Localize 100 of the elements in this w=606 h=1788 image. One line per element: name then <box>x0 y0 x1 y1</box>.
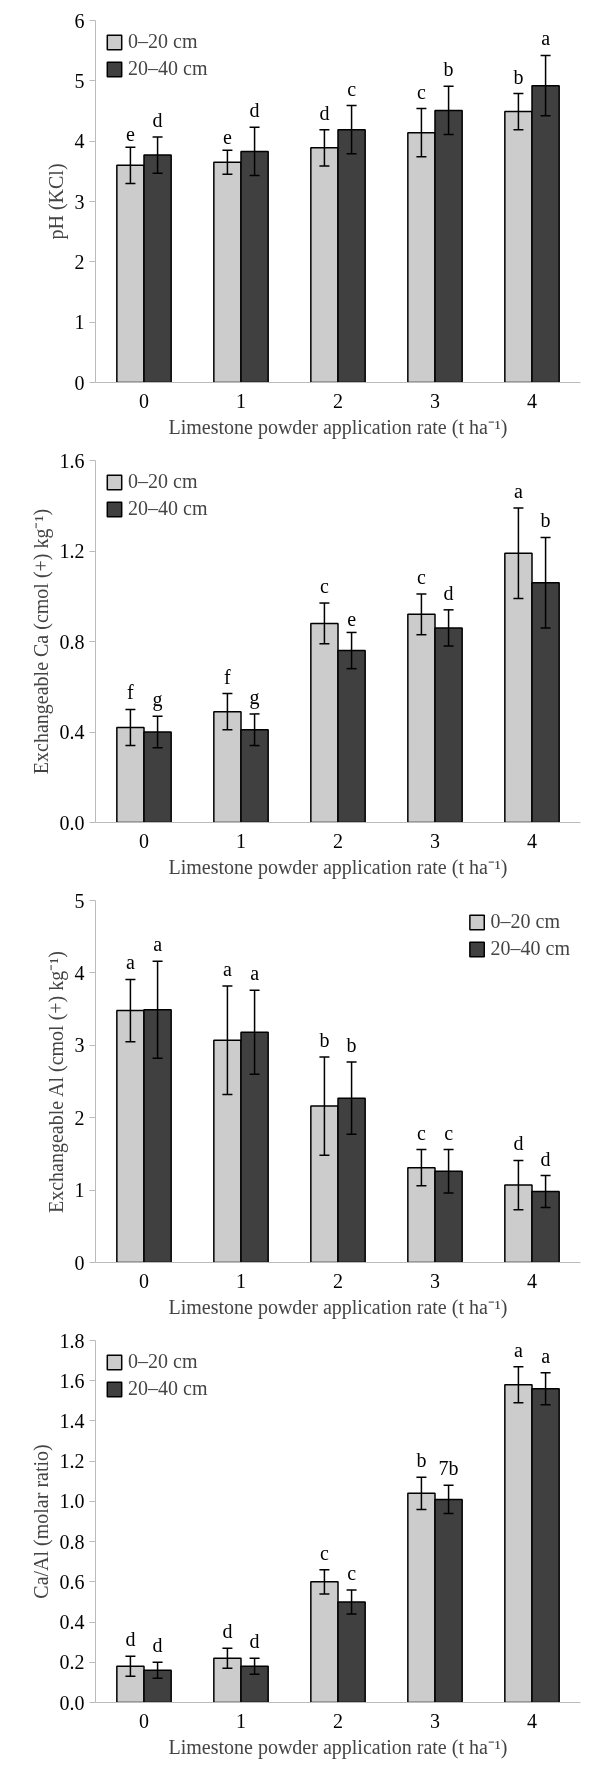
annotation: c <box>347 77 357 100</box>
x-tick-label: 0 <box>139 1709 149 1732</box>
y-tick-label: 4 <box>74 130 85 153</box>
annotation: 7b <box>438 1457 459 1480</box>
annotation: a <box>153 933 163 956</box>
x-tick-label: 1 <box>236 1269 246 1292</box>
annotation: a <box>541 27 551 50</box>
y-tick-label: 1.2 <box>59 1450 85 1473</box>
annotation: d <box>152 108 163 131</box>
annotation: b <box>416 1449 427 1472</box>
y-tick-label: 0.8 <box>59 630 85 653</box>
annotation: c <box>416 80 426 103</box>
x-tick-label: 3 <box>430 1269 440 1292</box>
annotation: d <box>125 1628 136 1651</box>
legend-label: 0–20 cm <box>490 910 560 933</box>
x-tick-label: 3 <box>430 829 440 852</box>
annotation: a <box>541 1344 551 1367</box>
x-tick-label: 1 <box>236 829 246 852</box>
annotation: c <box>444 1121 454 1144</box>
y-tick-label: 0.6 <box>59 1570 85 1593</box>
legend-label: 20–40 cm <box>128 1377 208 1400</box>
y-tick-label: 1.2 <box>59 540 85 562</box>
annotation: g <box>152 688 163 712</box>
annotation: b <box>346 1033 357 1056</box>
y-tick-label: 0.8 <box>59 1530 85 1553</box>
x-tick-label: 4 <box>527 829 537 852</box>
annotation: f <box>224 665 232 688</box>
y-tick-label: 5 <box>74 69 85 92</box>
annotation: e <box>347 608 357 631</box>
x-tick-label: 0 <box>139 829 149 852</box>
annotation: b <box>540 509 551 532</box>
x-axis-title: Limestone powder application rate (t ha⁻¹) <box>168 855 508 879</box>
legend-label: 0–20 cm <box>128 30 198 53</box>
y-tick-label: 3 <box>74 1034 85 1057</box>
x-tick-label: 1 <box>236 389 246 412</box>
annotation: e <box>222 126 232 149</box>
annotation: d <box>249 99 260 122</box>
y-tick-label: 0 <box>74 371 85 394</box>
x-tick-label: 0 <box>139 1269 149 1292</box>
y-tick-label: 0.0 <box>59 811 85 834</box>
annotation: c <box>347 1561 357 1584</box>
annotation: g <box>249 685 260 709</box>
x-tick-label: 1 <box>236 1709 246 1732</box>
x-axis-title: Limestone powder application rate (t ha⁻¹) <box>168 415 508 439</box>
y-tick-label: 2 <box>74 250 85 273</box>
legend-label: 0–20 cm <box>128 1350 198 1373</box>
annotation: e <box>125 123 135 146</box>
y-tick-label: 3 <box>74 190 85 213</box>
x-tick-label: 2 <box>333 1269 343 1292</box>
y-tick-label: 5 <box>74 889 85 912</box>
legend-label: 20–40 cm <box>490 937 570 960</box>
x-tick-label: 4 <box>527 1709 537 1732</box>
y-tick-label: 1 <box>74 1179 85 1202</box>
y-tick-label: 1.6 <box>59 1369 85 1392</box>
x-tick-label: 3 <box>430 1709 440 1732</box>
annotation: d <box>443 581 454 604</box>
annotation: a <box>513 1338 523 1361</box>
y-tick-label: 1.6 <box>59 449 85 472</box>
y-tick-label: 0.4 <box>59 721 85 743</box>
x-tick-label: 2 <box>333 829 343 852</box>
y-tick-label: 2 <box>74 1106 85 1129</box>
y-axis-title: Exchangeable Ca (cmol (+) kg⁻¹) <box>29 508 53 775</box>
x-tick-label: 3 <box>430 389 440 412</box>
annotation: a <box>222 957 232 980</box>
annotation: d <box>249 1630 260 1653</box>
legend-label: 20–40 cm <box>128 57 208 80</box>
x-tick-label: 2 <box>333 1709 343 1732</box>
x-tick-label: 4 <box>527 389 537 412</box>
y-tick-label: 1 <box>74 311 85 334</box>
y-tick-label: 1.0 <box>59 1490 85 1513</box>
annotation: f <box>127 681 135 704</box>
annotation: d <box>152 1634 163 1657</box>
annotation: c <box>319 575 329 598</box>
x-tick-label: 2 <box>333 389 343 412</box>
y-tick-label: 1.8 <box>59 1329 85 1352</box>
annotation: a <box>513 480 523 503</box>
annotation: c <box>416 565 426 588</box>
annotation: d <box>222 1620 233 1643</box>
x-axis-title: Limestone powder application rate (t ha⁻¹) <box>168 1295 508 1319</box>
annotation: d <box>319 101 330 124</box>
annotation: d <box>540 1147 551 1170</box>
y-tick-label: 4 <box>74 961 85 984</box>
annotation: b <box>443 58 454 81</box>
x-tick-label: 0 <box>139 389 149 412</box>
annotation: a <box>250 962 260 985</box>
y-tick-label: 0 <box>74 1251 85 1274</box>
y-tick-label: 0.4 <box>59 1611 85 1634</box>
y-axis-title: pH (KCl) <box>44 163 68 240</box>
y-tick-label: 6 <box>74 9 85 32</box>
legend-label: 20–40 cm <box>128 497 208 520</box>
legend-label: 0–20 cm <box>128 470 198 493</box>
y-axis-title: Ca/Al (molar ratio) <box>29 1444 53 1599</box>
annotation: a <box>125 951 135 974</box>
y-axis-title: Exchangeable Al (cmol (+) kg⁻¹) <box>44 951 68 1214</box>
x-axis-title: Limestone powder application rate (t ha⁻¹) <box>168 1735 508 1759</box>
annotation: b <box>513 65 524 88</box>
y-tick-label: 0.2 <box>59 1651 85 1674</box>
y-tick-label: 1.4 <box>59 1409 85 1432</box>
annotation: d <box>513 1132 524 1155</box>
annotation: c <box>319 1541 329 1564</box>
